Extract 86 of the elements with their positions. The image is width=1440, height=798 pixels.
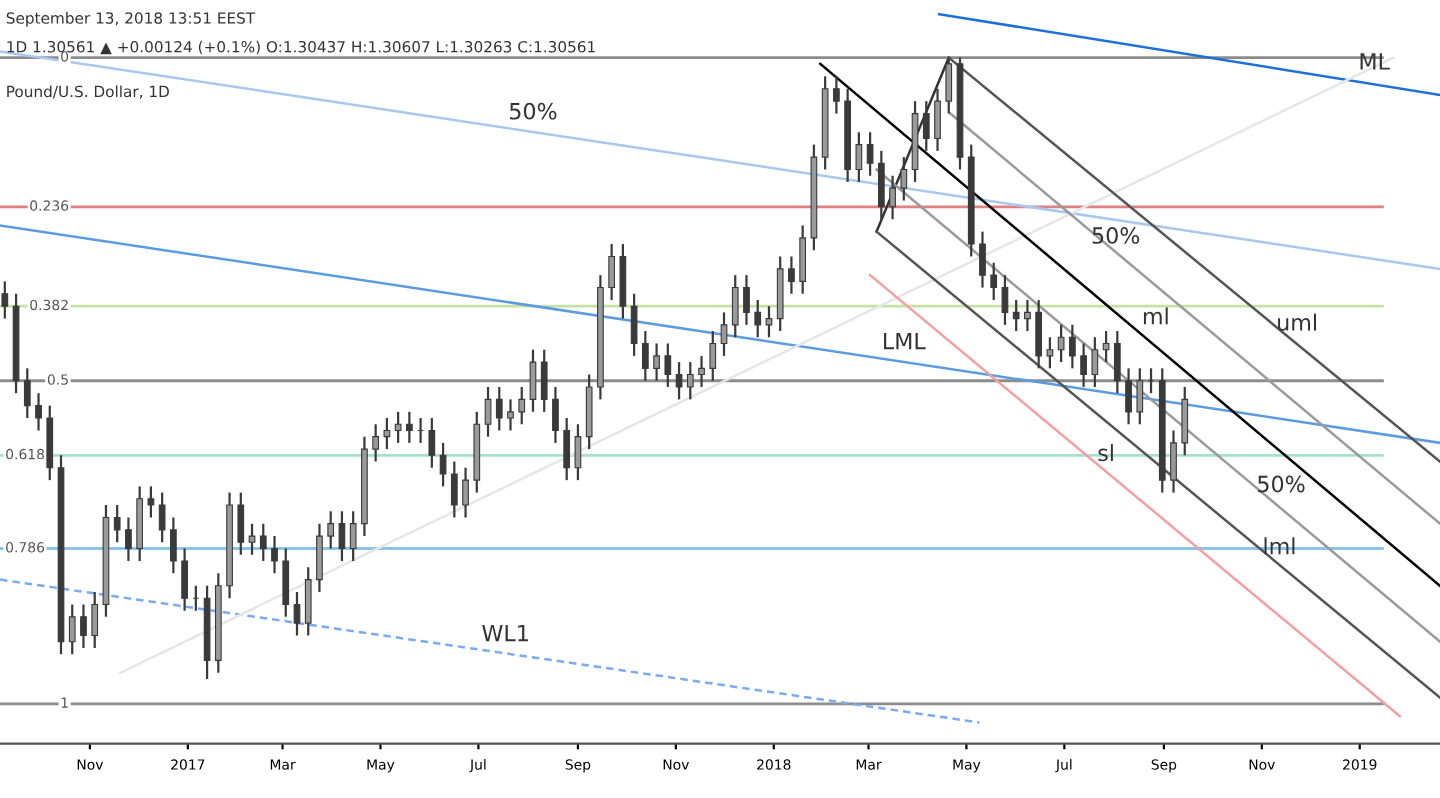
candlestick — [316, 522, 323, 594]
annotation: 50% — [1258, 475, 1305, 493]
candlestick — [754, 298, 762, 339]
candlestick — [518, 385, 526, 426]
candlestick — [1170, 429, 1177, 494]
candlestick — [855, 131, 863, 184]
candlestick — [979, 230, 986, 289]
candlestick — [91, 590, 99, 650]
candlestick — [338, 510, 346, 563]
candlestick — [866, 131, 874, 177]
candlestick — [1001, 274, 1009, 326]
annotation: 50% — [1092, 227, 1140, 244]
candlestick — [237, 491, 245, 556]
candlestick — [68, 603, 76, 656]
candlestick — [1113, 329, 1121, 395]
candlestick — [259, 522, 267, 563]
candlestick — [664, 342, 672, 389]
candlestick — [484, 385, 492, 438]
candlestick — [1125, 367, 1132, 426]
candlestick — [709, 329, 717, 382]
candlestick — [462, 466, 469, 519]
candlestick — [720, 311, 728, 358]
annotation: 50% — [510, 102, 557, 120]
candlestick — [698, 354, 705, 389]
candlestick — [1080, 342, 1087, 389]
candlestick — [641, 329, 649, 382]
candlestick — [922, 100, 930, 152]
candlestick — [608, 242, 616, 302]
candlestick — [35, 392, 42, 432]
candlestick — [833, 75, 840, 115]
candlestick — [934, 87, 941, 152]
candlestick — [113, 503, 121, 544]
candlestick — [372, 423, 380, 463]
candlestick — [686, 361, 694, 401]
candlestick — [394, 410, 402, 444]
candlestick — [80, 603, 87, 650]
candlestick — [147, 485, 155, 519]
candlestick — [1181, 385, 1189, 457]
candlestick — [1091, 336, 1099, 389]
candlestick — [450, 460, 458, 519]
candlestick — [158, 491, 166, 544]
candlestick — [507, 398, 514, 432]
candlestick — [1, 280, 9, 320]
candlestick — [1024, 298, 1031, 333]
candlestick — [1046, 336, 1054, 370]
candlestick — [552, 385, 559, 444]
candlestick — [282, 547, 290, 618]
candlestick — [1057, 323, 1065, 364]
candlestick — [248, 522, 256, 556]
candlestick — [889, 174, 896, 221]
annotation: uml — [1278, 313, 1316, 331]
candlestick — [1035, 298, 1043, 370]
candlestick — [349, 510, 357, 563]
candlestick — [327, 510, 335, 550]
candlestick — [731, 274, 739, 339]
annotation: sl — [1098, 444, 1113, 462]
candlestick — [271, 534, 278, 575]
candlestick — [428, 416, 436, 469]
candlestick — [653, 342, 660, 382]
candlestick — [439, 441, 447, 488]
annotation: ml — [1143, 307, 1168, 325]
candlestick — [529, 348, 537, 413]
candlestick — [181, 547, 188, 612]
candlestick — [383, 416, 391, 451]
candlestick — [1012, 298, 1020, 333]
candlestick — [990, 261, 998, 302]
candlestick — [630, 292, 638, 358]
candlestick — [1069, 323, 1076, 370]
candlestick — [540, 348, 548, 413]
candlestick — [406, 410, 413, 444]
candlestick — [125, 516, 132, 563]
candlestick — [304, 566, 312, 637]
candlestick — [293, 590, 301, 637]
candlestick — [170, 516, 177, 575]
annotation: LML — [884, 332, 926, 350]
candlestick — [563, 416, 571, 482]
candlestick — [495, 385, 503, 432]
annotation: WL1 — [482, 624, 528, 642]
candlestick — [574, 423, 582, 482]
candlestick — [675, 361, 683, 401]
candlestick — [23, 367, 31, 420]
candlestick — [788, 255, 795, 295]
candlestick — [1136, 367, 1144, 426]
candlestick — [1102, 329, 1110, 364]
candlestick — [799, 224, 807, 295]
candlestick — [743, 274, 750, 326]
